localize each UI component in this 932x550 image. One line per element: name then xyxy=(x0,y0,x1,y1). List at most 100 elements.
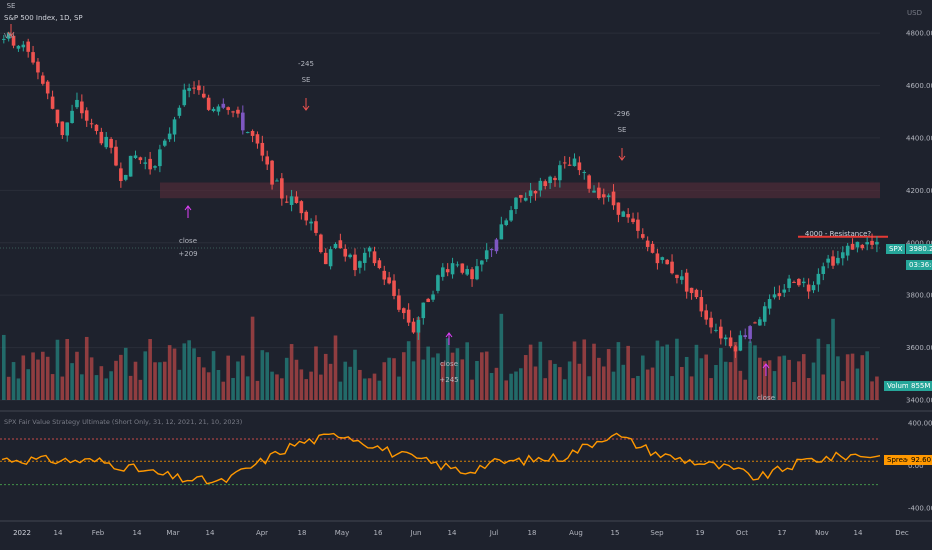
volume-bar xyxy=(241,355,245,400)
spread-series-line xyxy=(1,432,881,485)
annotation-apr-qty: -245 xyxy=(298,60,314,68)
candle-body xyxy=(250,130,255,136)
volume-bar xyxy=(289,344,294,400)
price-axis-tick: 4800.00 xyxy=(906,30,932,38)
volume-bar xyxy=(377,380,382,400)
candle-body xyxy=(75,99,79,108)
volume-bar xyxy=(221,381,226,400)
candle-body xyxy=(489,249,494,251)
volume-bar xyxy=(767,360,772,400)
candle-body xyxy=(284,201,289,203)
candle-body xyxy=(870,240,874,245)
volume-bar xyxy=(538,341,543,400)
volume-bar xyxy=(660,346,665,400)
candle-body xyxy=(431,294,435,300)
volume-bar xyxy=(826,344,830,400)
volume-bar xyxy=(133,361,138,400)
volume-bar xyxy=(558,367,562,400)
volume-bar xyxy=(80,374,84,400)
volume-bar xyxy=(372,373,377,400)
volume-bar xyxy=(577,363,582,400)
candle-body xyxy=(640,234,645,238)
candle-body xyxy=(353,254,357,271)
price-axis-tick: 4200.00 xyxy=(906,187,932,195)
candle-body xyxy=(509,210,513,221)
candle-body xyxy=(748,326,752,339)
candle-body xyxy=(523,197,528,201)
volume-legend[interactable]: Vol xyxy=(4,32,15,40)
candle-body xyxy=(416,319,421,333)
candle-body xyxy=(401,308,406,314)
volume-bar xyxy=(153,362,157,400)
volume-bar xyxy=(41,351,45,400)
candle-body xyxy=(689,287,694,294)
candle-body xyxy=(670,261,674,274)
volume-bar xyxy=(177,369,182,400)
time-axis-tick: 19 xyxy=(696,529,705,537)
volume-bar xyxy=(182,343,187,400)
volume-bar xyxy=(567,361,572,400)
candle-body xyxy=(538,180,543,191)
candle-body xyxy=(397,295,401,310)
volume-bar xyxy=(514,371,518,400)
price-axis-tick: 3600.00 xyxy=(906,344,932,352)
candle-body xyxy=(631,218,635,223)
time-axis-tick: 16 xyxy=(374,529,383,537)
volume-bar xyxy=(699,358,704,400)
arrow-jun-close-head xyxy=(445,332,453,338)
volume-bar xyxy=(670,376,674,400)
candle-body xyxy=(89,123,94,125)
volume-bar xyxy=(645,369,650,400)
candle-body xyxy=(41,75,45,84)
candle-body xyxy=(455,264,460,266)
candle-body xyxy=(387,277,391,284)
candle-body xyxy=(504,220,509,226)
candle-body xyxy=(655,253,660,264)
indicator-header[interactable]: SPX Fair Value Strategy Ultimate (Short … xyxy=(4,418,243,426)
candle-body xyxy=(499,224,504,240)
candle-body xyxy=(650,243,655,253)
volume-bar xyxy=(426,346,430,400)
candle-body xyxy=(450,263,455,275)
volume-bar xyxy=(201,367,206,400)
candle-body xyxy=(528,190,533,197)
volume-bar xyxy=(640,355,645,400)
candle-body xyxy=(675,274,679,279)
candle-body xyxy=(114,146,118,166)
candle-body xyxy=(280,178,284,199)
price-axis-tick: 4000.00 xyxy=(906,239,932,247)
time-axis-tick: 14 xyxy=(854,529,863,537)
candle-body xyxy=(577,162,582,171)
volume-bar xyxy=(328,363,333,400)
volume-bar xyxy=(758,357,762,400)
volume-bar xyxy=(167,345,172,400)
volume-bar xyxy=(255,380,260,400)
symbol-header[interactable]: S&P 500 Index, 1D, SP xyxy=(4,14,83,22)
candle-body xyxy=(743,335,748,338)
candle-body xyxy=(860,244,865,249)
candle-body xyxy=(358,261,362,268)
volume-bar xyxy=(519,368,523,400)
arrow-apr-se-head xyxy=(302,105,310,111)
volume-bar xyxy=(441,362,445,400)
candle-body xyxy=(797,278,801,286)
candle-body xyxy=(694,289,699,298)
candle-body xyxy=(840,252,845,259)
candle-body xyxy=(99,131,104,144)
price-axis-tick: 4600.00 xyxy=(906,82,932,90)
volume-bar xyxy=(489,372,494,400)
candle-body xyxy=(143,162,148,164)
volume-bar xyxy=(626,345,630,400)
currency-label: USD xyxy=(907,9,922,17)
candle-body xyxy=(241,112,245,131)
candle-body xyxy=(875,241,879,245)
annotation-mar-qty: +209 xyxy=(178,250,197,258)
countdown-tag: 03:36:41 xyxy=(906,260,932,270)
volume-bar xyxy=(45,356,50,400)
candle-body xyxy=(777,293,782,297)
candle-body xyxy=(333,243,338,248)
candle-body xyxy=(406,309,411,323)
volume-bar xyxy=(431,357,435,400)
candle-body xyxy=(319,234,323,253)
